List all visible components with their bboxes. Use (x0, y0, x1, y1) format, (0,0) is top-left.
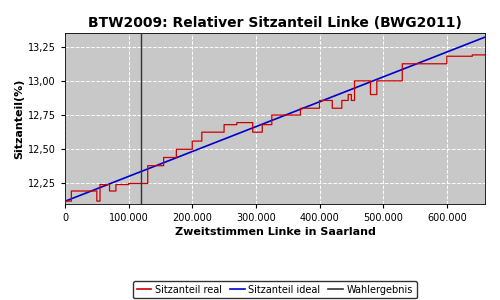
X-axis label: Zweitstimmen Linke in Saarland: Zweitstimmen Linke in Saarland (174, 227, 376, 237)
Title: BTW2009: Relativer Sitzanteil Linke (BWG2011): BTW2009: Relativer Sitzanteil Linke (BWG… (88, 16, 462, 30)
Y-axis label: Sitzanteil(%): Sitzanteil(%) (14, 78, 24, 159)
Legend: Sitzanteil real, Sitzanteil ideal, Wahlergebnis: Sitzanteil real, Sitzanteil ideal, Wahle… (133, 281, 417, 298)
